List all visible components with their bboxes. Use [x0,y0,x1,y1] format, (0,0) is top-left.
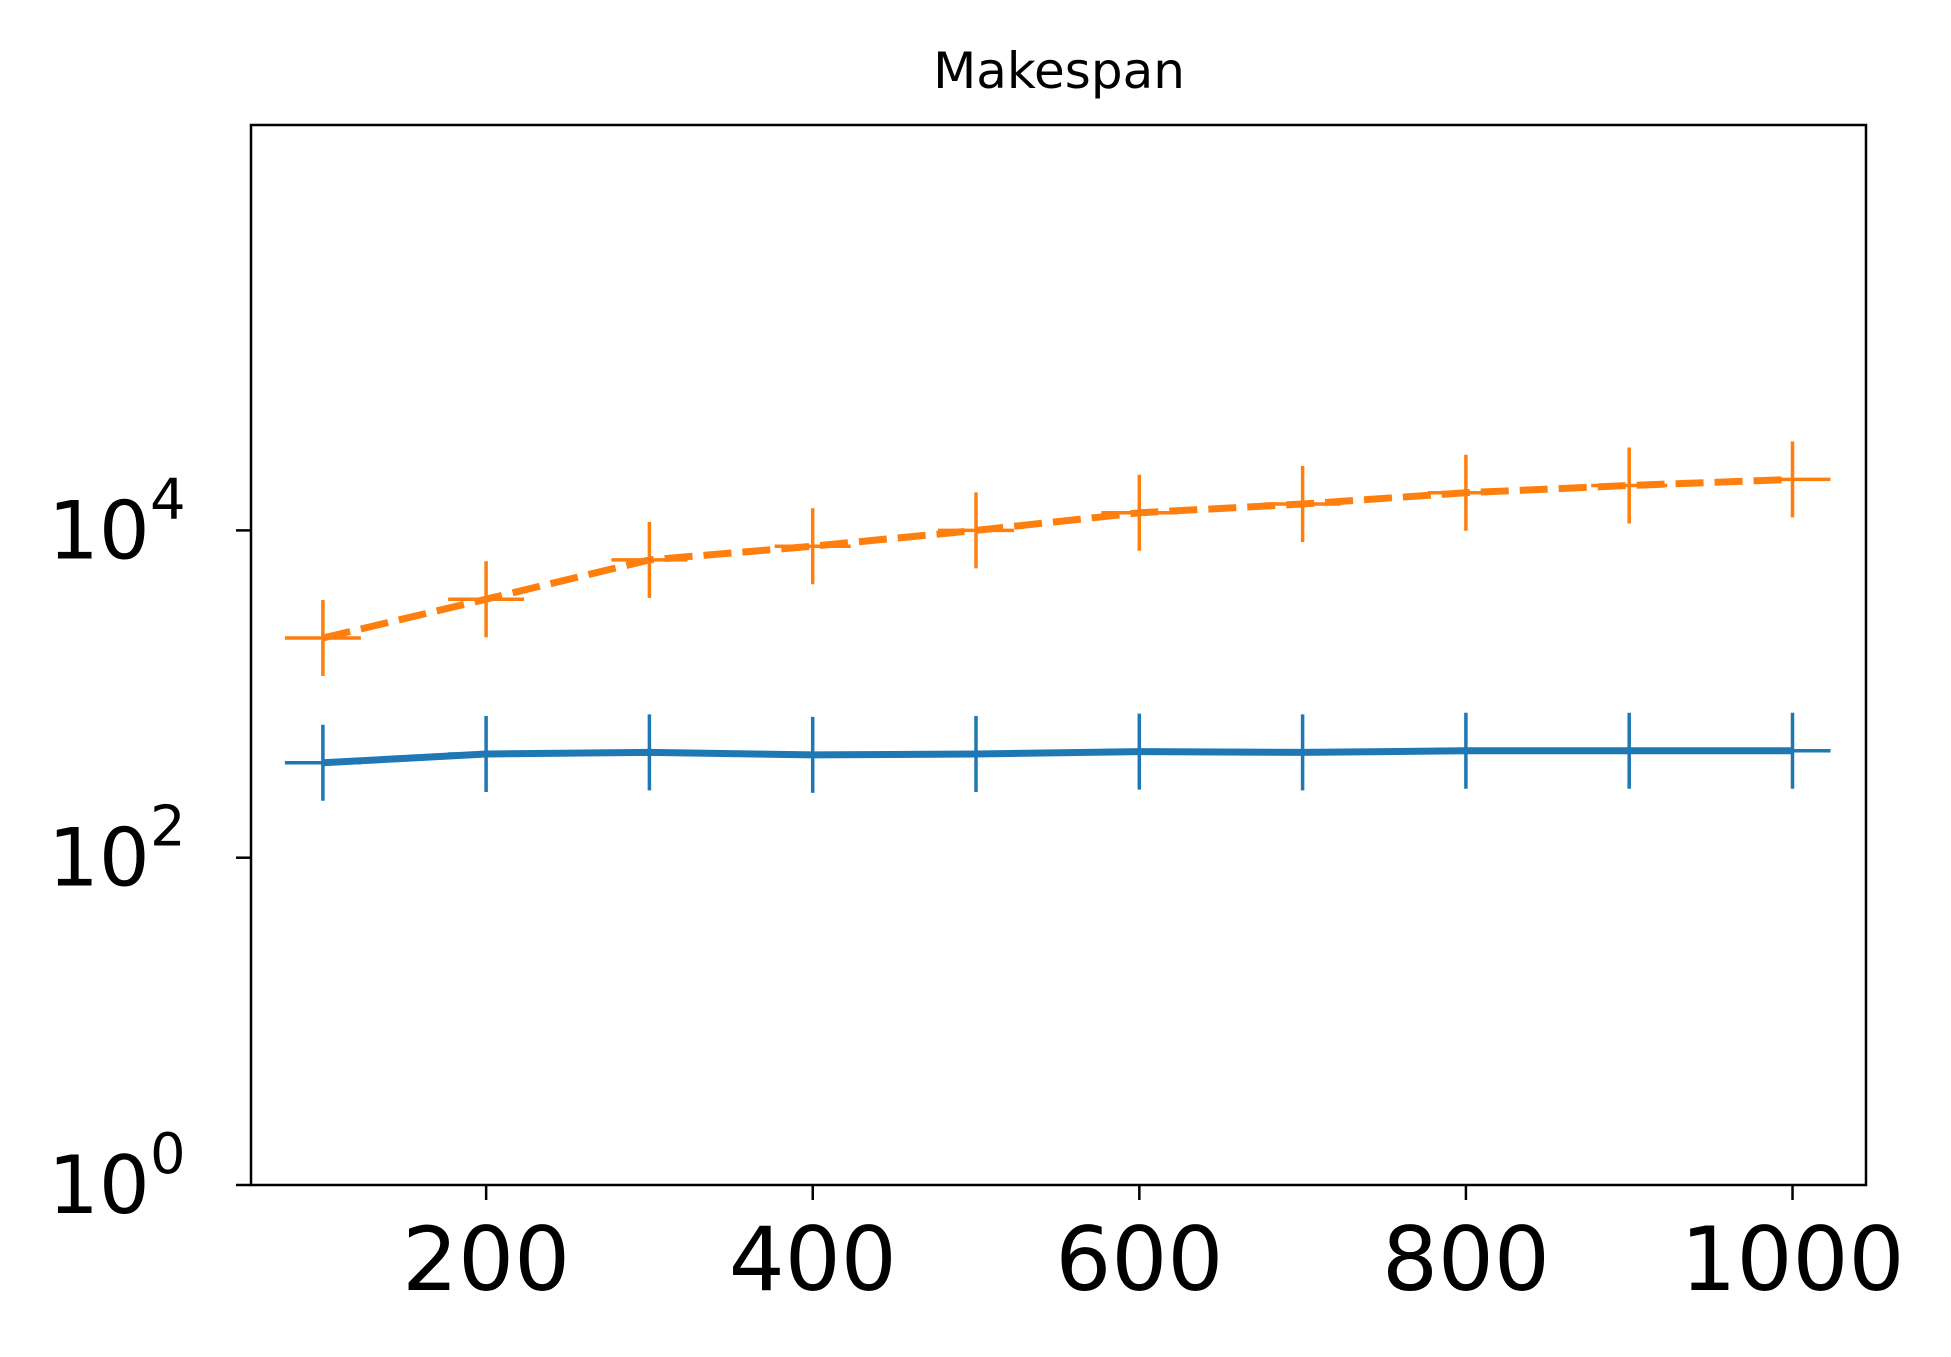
series-1-point-300 [611,714,688,791]
y-tick-label-10-4: 10 4 [48,467,186,577]
series-1-point-200 [448,716,525,792]
series-1 [284,712,1831,801]
y-tick-label-base: 10 [48,1139,150,1232]
series-2-point-900 [1591,447,1668,524]
x-tick-label-400: 400 [729,1208,897,1311]
y-tick-label-base: 10 [48,484,150,577]
y-tick-label-exponent: 0 [150,1122,186,1187]
series-1-point-1000 [1754,712,1831,789]
series-2-line [322,475,1793,642]
series-2-point-200 [448,561,525,638]
series-2-point-400 [774,508,851,585]
series-2-point-300 [611,521,688,598]
series-1-point-900 [1591,712,1668,789]
series-1-point-700 [1264,714,1341,791]
y-tick-label-exponent: 4 [150,467,186,532]
chart-title: Makespan [933,42,1185,100]
series-1-point-500 [938,716,1014,792]
series-layer [284,441,1831,801]
x-tick-label-1000: 1000 [1681,1208,1905,1311]
series-2-point-800 [1427,454,1504,531]
y-tick-label-exponent: 2 [150,795,186,860]
series-1-point-800 [1427,712,1504,789]
plot-frame [249,123,1868,1187]
series-2-point-500 [938,492,1014,569]
series-2-point-700 [1264,466,1341,542]
series-2-point-100 [284,600,361,676]
series-1-point-600 [1101,713,1178,790]
series-2-point-600 [1101,474,1178,551]
x-tick-label-600: 600 [1055,1208,1223,1311]
series-2 [284,441,1831,676]
series-2-point-1000 [1754,441,1831,518]
y-tick-label-base: 10 [48,812,150,905]
series-1-line [322,747,1793,767]
series-1-point-100 [284,724,361,801]
y-tick-label-10-2: 10 2 [48,795,186,905]
series-1-point-400 [774,716,851,793]
y-tick-label-10-0: 10 0 [48,1122,186,1232]
x-tick-label-200: 200 [402,1208,570,1311]
x-tick-label-800: 800 [1382,1208,1550,1311]
